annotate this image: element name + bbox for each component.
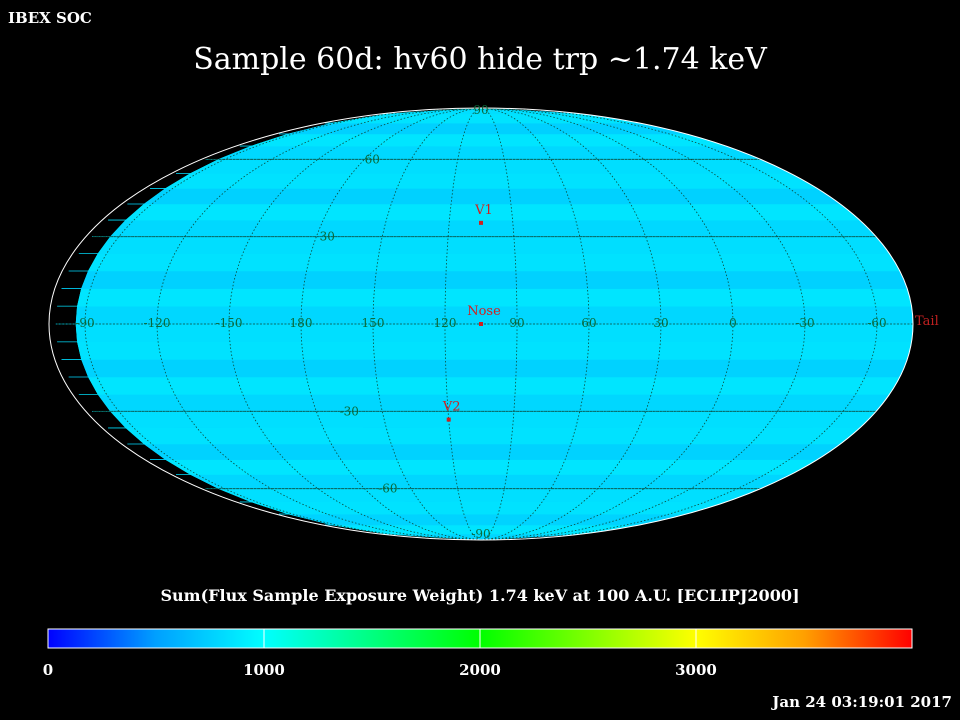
markers: V1 Nose V2 Tail bbox=[442, 203, 939, 422]
longitude-label: 120 bbox=[434, 316, 457, 330]
app-label: IBEX SOC bbox=[8, 9, 92, 27]
grid-line bbox=[480, 108, 806, 540]
latitude-label: 30 bbox=[320, 230, 335, 244]
longitude-label: 90 bbox=[509, 316, 524, 330]
timestamp: Jan 24 03:19:01 2017 bbox=[772, 693, 952, 711]
longitude-label: -90 bbox=[75, 316, 94, 330]
chart-title: Sample 60d: hv60 hide trp ~1.74 keV bbox=[193, 42, 767, 77]
marker-v2-label: V2 bbox=[442, 400, 461, 415]
map-outline bbox=[48, 107, 914, 541]
longitude-label: -120 bbox=[144, 316, 171, 330]
colorbar-ticks: 0 1000 2000 3000 bbox=[43, 629, 717, 679]
longitude-label: 0 bbox=[729, 316, 737, 330]
colorbar-tick-label: 1000 bbox=[243, 661, 285, 679]
latitude-label: -30 bbox=[340, 404, 359, 418]
longitude-label: -150 bbox=[216, 316, 243, 330]
latitude-label: 60 bbox=[365, 152, 380, 166]
marker-v2-point bbox=[446, 417, 451, 422]
latitude-label: 90 bbox=[473, 103, 488, 117]
marker-v1-point bbox=[479, 220, 483, 225]
marker-nose-label: Nose bbox=[467, 304, 501, 319]
colorbar-tick-label: 3000 bbox=[675, 661, 717, 679]
marker-nose-point bbox=[479, 322, 483, 326]
longitude-label: -30 bbox=[795, 316, 814, 330]
graticule-labels: 60 30 0 -30 -60 -90 -120 -150 180 150 120 90 90 60 30 -… bbox=[75, 103, 886, 541]
colorbar-title: Sum(Flux Sample Exposure Weight) 1.74 ke… bbox=[160, 586, 800, 605]
longitude-label: 30 bbox=[653, 316, 668, 330]
marker-v1-label: V1 bbox=[474, 203, 493, 218]
colorbar-tick-label: 0 bbox=[43, 661, 53, 679]
colorbar-tick-label: 2000 bbox=[459, 661, 501, 679]
longitude-label: -60 bbox=[867, 316, 886, 330]
graticule bbox=[56, 108, 913, 540]
marker-tail-label: Tail bbox=[915, 314, 939, 329]
longitude-label: 60 bbox=[581, 316, 596, 330]
flux-heatmap bbox=[55, 108, 913, 540]
latitude-label: -60 bbox=[378, 482, 397, 496]
longitude-label: 150 bbox=[362, 316, 385, 330]
longitude-label: 180 bbox=[290, 316, 313, 330]
latitude-label: -90 bbox=[471, 527, 490, 541]
